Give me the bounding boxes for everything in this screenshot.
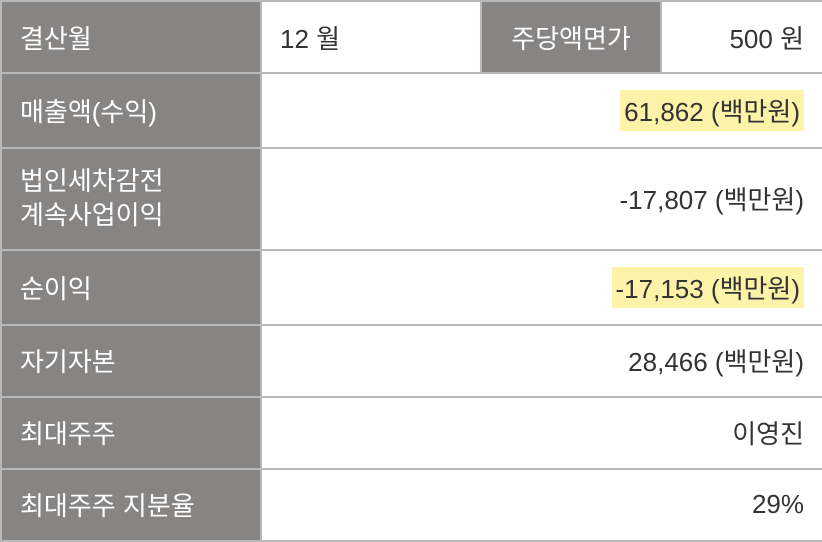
value-revenue-cell: 61,862 (백만원) [261, 73, 822, 148]
value-major-shareholder: 이영진 [261, 397, 822, 469]
value-pretax-income: -17,807 (백만원) [261, 148, 822, 250]
label-pretax-line2: 계속사업이익 [20, 200, 164, 230]
label-revenue: 매출액(수익) [1, 73, 261, 148]
label-major-shareholder: 최대주주 [1, 397, 261, 469]
value-net-income: -17,153 (백만원) [612, 267, 804, 308]
row-major-shareholder: 최대주주 이영진 [1, 397, 822, 469]
label-pretax-income: 법인세차감전 계속사업이익 [1, 148, 261, 250]
value-major-share-ratio: 29% [261, 469, 822, 541]
label-settlement-month: 결산월 [1, 1, 261, 73]
value-par-value: 500 원 [661, 1, 822, 73]
label-par-value: 주당액면가 [481, 1, 661, 73]
label-equity: 자기자본 [1, 325, 261, 397]
label-major-share-ratio: 최대주주 지분율 [1, 469, 261, 541]
value-settlement-month: 12 월 [261, 1, 481, 73]
value-net-income-cell: -17,153 (백만원) [261, 250, 822, 325]
label-pretax-line1: 법인세차감전 [20, 166, 164, 196]
row-pretax-income: 법인세차감전 계속사업이익 -17,807 (백만원) [1, 148, 822, 250]
row-net-income: 순이익 -17,153 (백만원) [1, 250, 822, 325]
row-equity: 자기자본 28,466 (백만원) [1, 325, 822, 397]
row-revenue: 매출액(수익) 61,862 (백만원) [1, 73, 822, 148]
row-settlement-month: 결산월 12 월 주당액면가 500 원 [1, 1, 822, 73]
label-net-income: 순이익 [1, 250, 261, 325]
value-equity: 28,466 (백만원) [261, 325, 822, 397]
value-revenue: 61,862 (백만원) [620, 90, 804, 131]
row-major-share-ratio: 최대주주 지분율 29% [1, 469, 822, 541]
financial-summary-table: 결산월 12 월 주당액면가 500 원 매출액(수익) 61,862 (백만원… [0, 0, 822, 542]
